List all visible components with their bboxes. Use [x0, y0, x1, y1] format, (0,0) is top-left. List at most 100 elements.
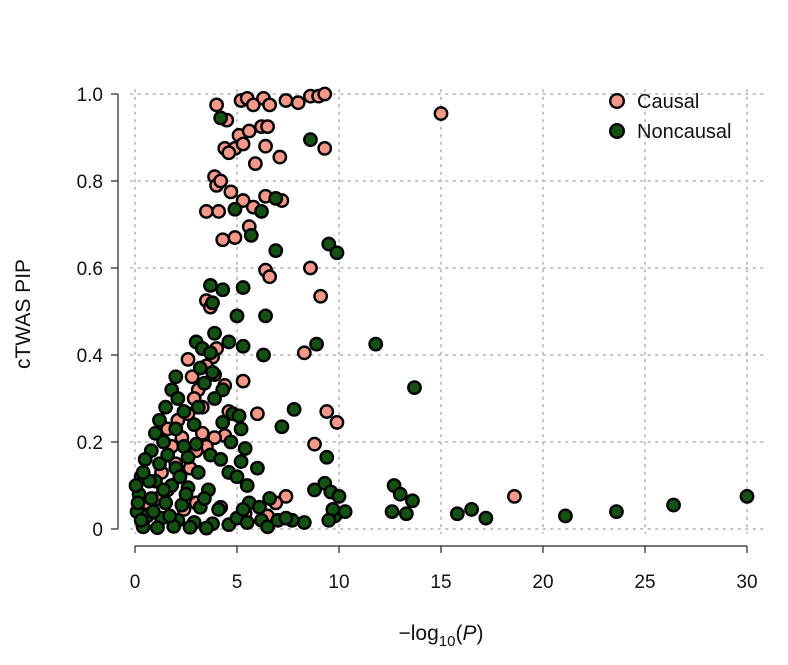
data-point [241, 123, 257, 139]
data-point [243, 227, 259, 243]
data-point [739, 488, 755, 504]
data-point [256, 347, 271, 363]
data-point [268, 190, 284, 206]
data-point [213, 173, 229, 189]
data-point [313, 288, 329, 304]
x-tick-label: 5 [232, 572, 243, 593]
data-point [290, 95, 306, 111]
data-point [180, 449, 196, 465]
data-point [405, 493, 420, 509]
data-point [184, 369, 200, 385]
data-point [478, 510, 494, 526]
y-tick-label: 0.6 [77, 259, 103, 280]
legend-label: Noncausal [637, 121, 732, 143]
data-point [319, 449, 335, 465]
data-point [239, 478, 255, 493]
data-point [331, 488, 347, 504]
data-point [133, 512, 149, 528]
data-point [235, 502, 251, 517]
x-tick-label: 20 [532, 572, 553, 593]
data-point [317, 140, 333, 156]
data-point [190, 399, 206, 415]
data-point [135, 465, 151, 480]
data-point [137, 451, 153, 467]
data-point [254, 204, 269, 219]
data-point [237, 441, 253, 456]
data-point [296, 515, 312, 530]
data-point [235, 280, 251, 295]
data-point [215, 232, 231, 248]
data-point [198, 520, 214, 536]
legend-marker [609, 92, 626, 109]
data-point [392, 486, 408, 502]
data-point [249, 460, 265, 476]
legend: Causal Noncausal [609, 91, 732, 143]
data-point [207, 430, 222, 446]
data-point [215, 282, 231, 298]
x-tick-label: 15 [430, 572, 451, 593]
data-point [147, 425, 163, 441]
data-point [182, 519, 198, 535]
y-ticks: 0 0.2 0.4 0.6 0.8 1.0 [77, 85, 118, 541]
data-point [262, 97, 278, 113]
data-point [464, 502, 479, 517]
data-point [262, 269, 278, 285]
data-point [152, 456, 167, 472]
data-point [158, 495, 174, 511]
data-point [158, 399, 174, 415]
data-point [178, 486, 194, 502]
data-point [307, 482, 322, 498]
y-tick-label: 1.0 [77, 85, 103, 106]
data-point [235, 373, 251, 389]
data-points [128, 86, 755, 536]
data-point [168, 421, 184, 437]
data-point [205, 364, 220, 380]
data-point [229, 469, 245, 485]
data-point [296, 345, 312, 361]
data-point [268, 243, 284, 259]
data-point [145, 504, 161, 519]
data-point [235, 193, 251, 208]
data-point [215, 382, 231, 398]
data-point [176, 404, 192, 419]
data-point [223, 184, 239, 200]
data-point [192, 360, 208, 376]
x-tick-label: 0 [130, 572, 141, 593]
data-point [319, 404, 335, 419]
data-point [180, 351, 196, 367]
data-point [221, 145, 237, 161]
x-ticks: 0 5 10 15 20 25 30 [130, 546, 758, 593]
data-point [207, 325, 222, 341]
y-tick-label: 0.2 [77, 433, 103, 454]
data-point [260, 119, 275, 135]
data-point [156, 482, 171, 498]
data-point [272, 149, 288, 165]
data-point [156, 434, 171, 450]
data-point [258, 308, 273, 324]
x-tick-label: 25 [634, 572, 655, 593]
legend-item-noncausal: Noncausal [609, 121, 732, 143]
data-point [196, 491, 212, 506]
legend-label: Causal [637, 91, 699, 113]
data-point [172, 469, 188, 485]
data-point [194, 425, 210, 441]
data-point [329, 245, 345, 261]
data-point [666, 497, 681, 513]
data-point [368, 336, 384, 352]
data-point [247, 156, 263, 172]
data-point [229, 308, 245, 324]
data-point [235, 136, 251, 152]
y-tick-label: 0 [92, 520, 103, 541]
data-point [215, 415, 231, 430]
data-point [186, 417, 202, 432]
data-point [128, 478, 144, 493]
data-point [286, 401, 302, 417]
data-point [211, 502, 227, 517]
x-axis-title: −log10(P) [399, 622, 484, 650]
data-point [227, 230, 243, 245]
data-point [303, 260, 318, 276]
legend-marker [609, 122, 626, 139]
y-tick-label: 0.8 [77, 172, 103, 193]
data-point [162, 508, 178, 524]
